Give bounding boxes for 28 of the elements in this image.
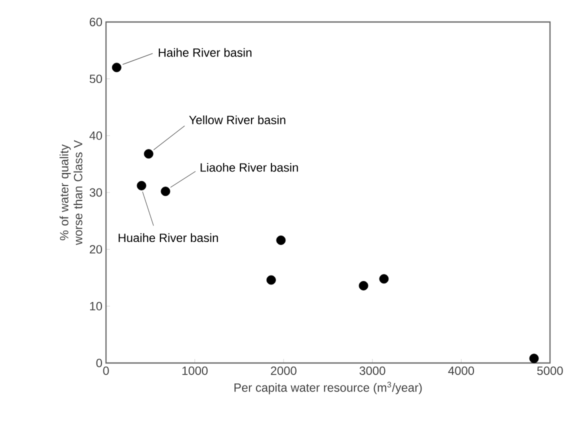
y-tick-label: 30 [90, 188, 102, 197]
point [136, 180, 146, 190]
x-tick-label: 3000 [360, 366, 386, 375]
y-tick-label: 10 [90, 302, 102, 310]
annotation: Huaihe River basin [118, 233, 218, 242]
y-tick-label: 60 [90, 18, 102, 26]
annotation: Haihe River basin [158, 48, 252, 57]
x-axis-title: Per capita water resource (m$^{3}$/year) [234, 382, 422, 394]
x-tick-label: 0 [103, 366, 109, 375]
point [358, 280, 368, 290]
x-tick-label: 5000 [537, 366, 563, 375]
y-tick-label: 0 [96, 358, 102, 368]
point [266, 275, 276, 285]
annotation: Liaohe River basin [200, 162, 298, 172]
annotation: Yellow River basin [189, 115, 286, 124]
y-tick-label: 50 [90, 74, 102, 84]
x-tick-label: 1000 [182, 366, 208, 375]
point [379, 274, 389, 284]
point [160, 186, 170, 196]
point [529, 354, 539, 364]
point [276, 236, 286, 245]
y-axis-title: % of water quality worse than Class V [60, 140, 82, 245]
point [112, 62, 122, 72]
x-tick-label: 4000 [448, 366, 474, 375]
y-tick-label: 40 [89, 131, 102, 140]
y-tick-label: 20 [90, 245, 102, 254]
x-tick-label: 2000 [270, 366, 296, 375]
point [144, 149, 154, 159]
